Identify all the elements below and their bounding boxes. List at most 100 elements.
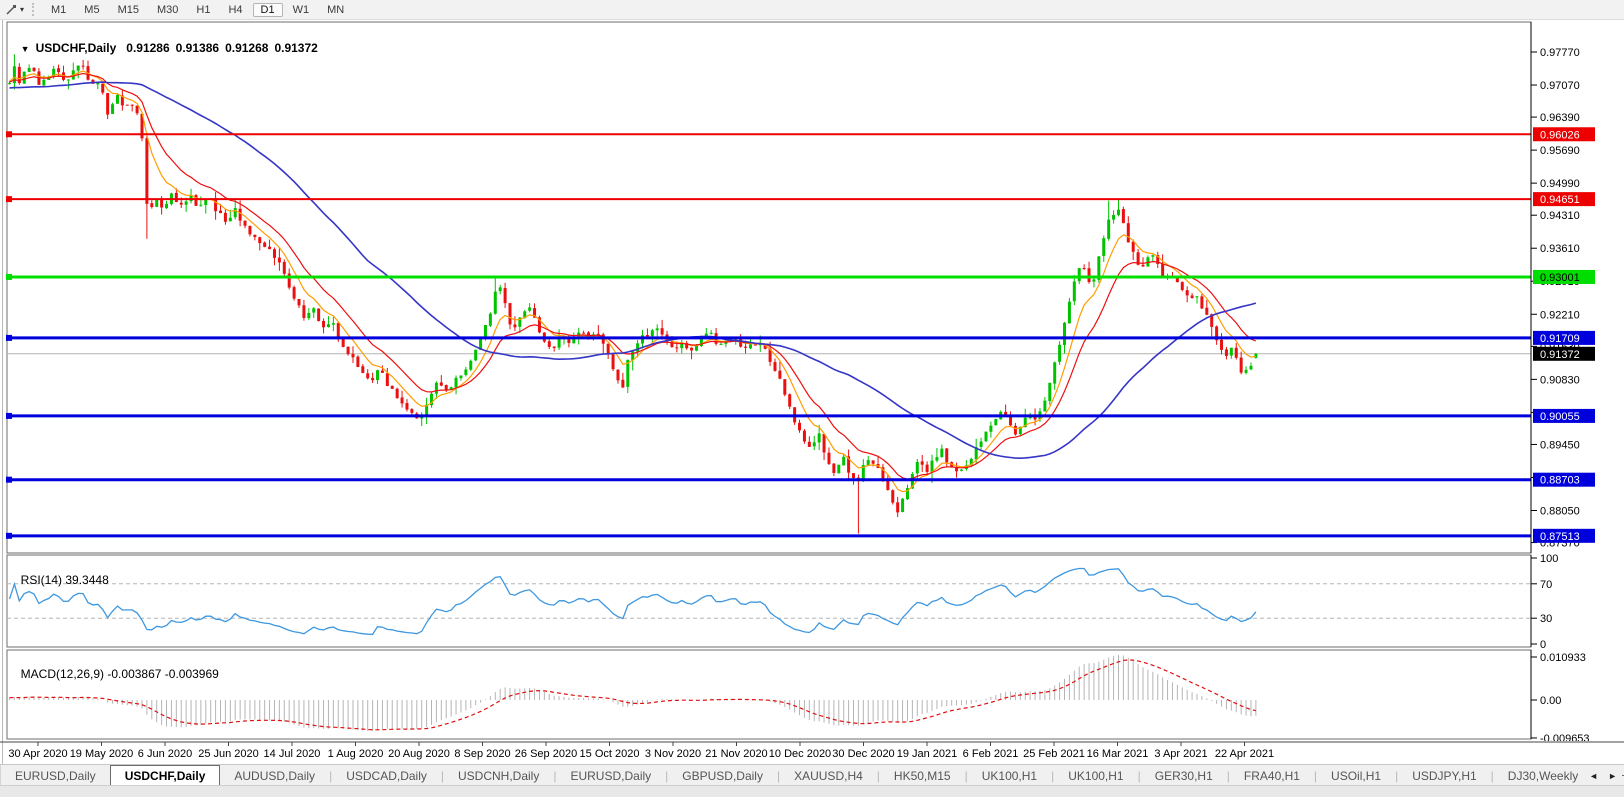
- candle-body: [258, 237, 262, 244]
- timeframe-button-d1[interactable]: D1: [252, 2, 283, 17]
- ma-line-fast: [9, 70, 1256, 493]
- candle-body: [302, 305, 306, 318]
- candle-body: [508, 303, 512, 325]
- rsi-axis-label: 0: [1540, 639, 1546, 649]
- tab-item-usdcnh-daily[interactable]: USDCNH,Daily: [458, 768, 540, 783]
- candle-body: [822, 433, 826, 453]
- tab-item-eurusd-daily[interactable]: EURUSD,Daily: [570, 768, 652, 783]
- price-level-badge-text: 0.90055: [1540, 411, 1580, 423]
- timeframe-button-mn[interactable]: MN: [327, 3, 345, 16]
- price-level-badge-bg: [1533, 528, 1595, 543]
- candle-body: [1224, 349, 1228, 356]
- hline-left-handle[interactable]: [6, 334, 12, 341]
- tab-item-uk100-h1[interactable]: UK100,H1: [981, 768, 1038, 783]
- timeframe-button-m5[interactable]: M5: [84, 3, 100, 16]
- price-axis-tick-label: 0.97070: [1540, 80, 1580, 92]
- tab-item-ger30-h1[interactable]: GER30,H1: [1154, 768, 1213, 783]
- macd-signal-value: -0.003969: [164, 667, 219, 681]
- candle-body: [17, 66, 21, 84]
- timeframe-button-m1[interactable]: M1: [51, 3, 67, 16]
- candle-body: [248, 225, 252, 235]
- tab-item-hk50-m15[interactable]: HK50,M15: [893, 768, 951, 783]
- candle-body: [439, 382, 443, 386]
- candle-body: [194, 195, 198, 206]
- tab-item-uk100-h1[interactable]: UK100,H1: [1068, 768, 1124, 783]
- tool-dropdown-caret-icon[interactable]: ▾: [20, 5, 25, 14]
- candle-body: [184, 201, 188, 205]
- candle-body: [1244, 369, 1248, 373]
- candle-body: [179, 202, 183, 205]
- candle-body: [1195, 296, 1199, 298]
- hline-left-handle[interactable]: [6, 196, 12, 203]
- candle-body: [272, 249, 276, 258]
- candle-body: [371, 377, 375, 381]
- candle-body: [513, 324, 517, 328]
- tab-item-usdchf-daily[interactable]: USDCHF,Daily: [109, 765, 221, 786]
- timeframe-button-h4[interactable]: H4: [228, 3, 243, 16]
- tab-item-usdjpy-h1[interactable]: USDJPY,H1: [1412, 768, 1477, 783]
- tab-item-usdcad-daily[interactable]: USDCAD,Daily: [346, 768, 427, 783]
- line-tool-icon[interactable]: [4, 3, 18, 17]
- price-level-badge-text: 0.91709: [1540, 333, 1580, 345]
- rsi-pane[interactable]: 100 70 30 0: [0, 554, 1624, 649]
- tab-item-fra40-h1[interactable]: FRA40,H1: [1243, 768, 1300, 783]
- hline-left-handle[interactable]: [6, 273, 12, 280]
- hline-left-handle[interactable]: [6, 131, 12, 138]
- rsi-pane-border: [6, 554, 1532, 648]
- candle-body: [955, 467, 959, 472]
- candle-body: [626, 359, 630, 387]
- tab-item-audusd-daily[interactable]: AUDUSD,Daily: [234, 768, 316, 783]
- candle-body: [101, 83, 105, 93]
- candle-body: [253, 234, 257, 238]
- status-strip: [0, 785, 1624, 797]
- candle-body: [719, 343, 723, 345]
- candle-body: [150, 203, 154, 208]
- tabs-scroll-left-icon[interactable]: ◄: [1589, 770, 1599, 781]
- candle-body: [81, 65, 85, 67]
- hline-left-handle[interactable]: [6, 412, 12, 419]
- tab-item-xauusd-h4[interactable]: XAUUSD,H4: [794, 768, 863, 783]
- timeframe-button-m30[interactable]: M30: [156, 3, 179, 16]
- tab-separator: |: [1051, 768, 1055, 783]
- macd-pane[interactable]: 0.010933 0.00 -0.009653: [0, 649, 1624, 741]
- candle-body: [1058, 344, 1062, 362]
- toolbar-grip[interactable]: [32, 3, 35, 16]
- candle-body: [385, 373, 389, 387]
- tab-item-gbpusd-daily[interactable]: GBPUSD,Daily: [682, 768, 763, 783]
- tab-separator: |: [1395, 768, 1399, 783]
- candle-body: [366, 373, 370, 379]
- tabs-scroll-right-icon[interactable]: ►: [1608, 770, 1617, 781]
- candle-body: [282, 261, 286, 274]
- candle-body: [523, 311, 527, 318]
- candle-body: [1180, 282, 1184, 290]
- main-chart-pane[interactable]: 0.97770 0.97070 0.96390 0.95690 0.94990 0.943…: [0, 20, 1624, 554]
- timeframe-button-h1[interactable]: H1: [196, 3, 211, 16]
- timeframe-button-m15[interactable]: M15: [117, 3, 139, 16]
- tab-item-usoil-h1[interactable]: USOil,H1: [1331, 768, 1382, 783]
- date-axis-label: 15 Oct 2020: [580, 748, 640, 760]
- hline-left-handle[interactable]: [6, 532, 12, 539]
- candle-body: [915, 461, 919, 474]
- candle-body: [331, 323, 335, 325]
- candle-body: [940, 448, 944, 457]
- candle-body: [297, 299, 301, 306]
- candle-body: [788, 394, 792, 407]
- candle-body: [567, 336, 571, 344]
- candle-body: [547, 341, 551, 347]
- chart-tab-bar: EURUSD,Daily USDCHF,Daily AUDUSD,Daily | USD…: [0, 764, 1624, 786]
- price-axis-tick-label: 0.92210: [1540, 309, 1580, 321]
- date-axis-label: 6 Feb 2021: [963, 748, 1019, 760]
- timeframe-button-w1[interactable]: W1: [292, 3, 310, 16]
- candle-body: [425, 404, 429, 417]
- candle-body: [1141, 264, 1145, 267]
- tab-separator: |: [665, 768, 669, 783]
- tab-item-dj30-weekly[interactable]: DJ30,Weekly: [1507, 768, 1579, 783]
- candle-body: [631, 351, 635, 361]
- candle-body: [861, 465, 865, 482]
- tab-item-eurusd-daily[interactable]: EURUSD,Daily: [15, 768, 96, 783]
- price-level-badge-bg: [1533, 472, 1595, 487]
- date-axis-label: 3 Nov 2020: [645, 748, 701, 760]
- price-axis-tick-label: 0.89450: [1540, 439, 1580, 451]
- symbol-dropdown-icon[interactable]: ▼: [20, 44, 30, 54]
- hline-left-handle[interactable]: [6, 476, 12, 483]
